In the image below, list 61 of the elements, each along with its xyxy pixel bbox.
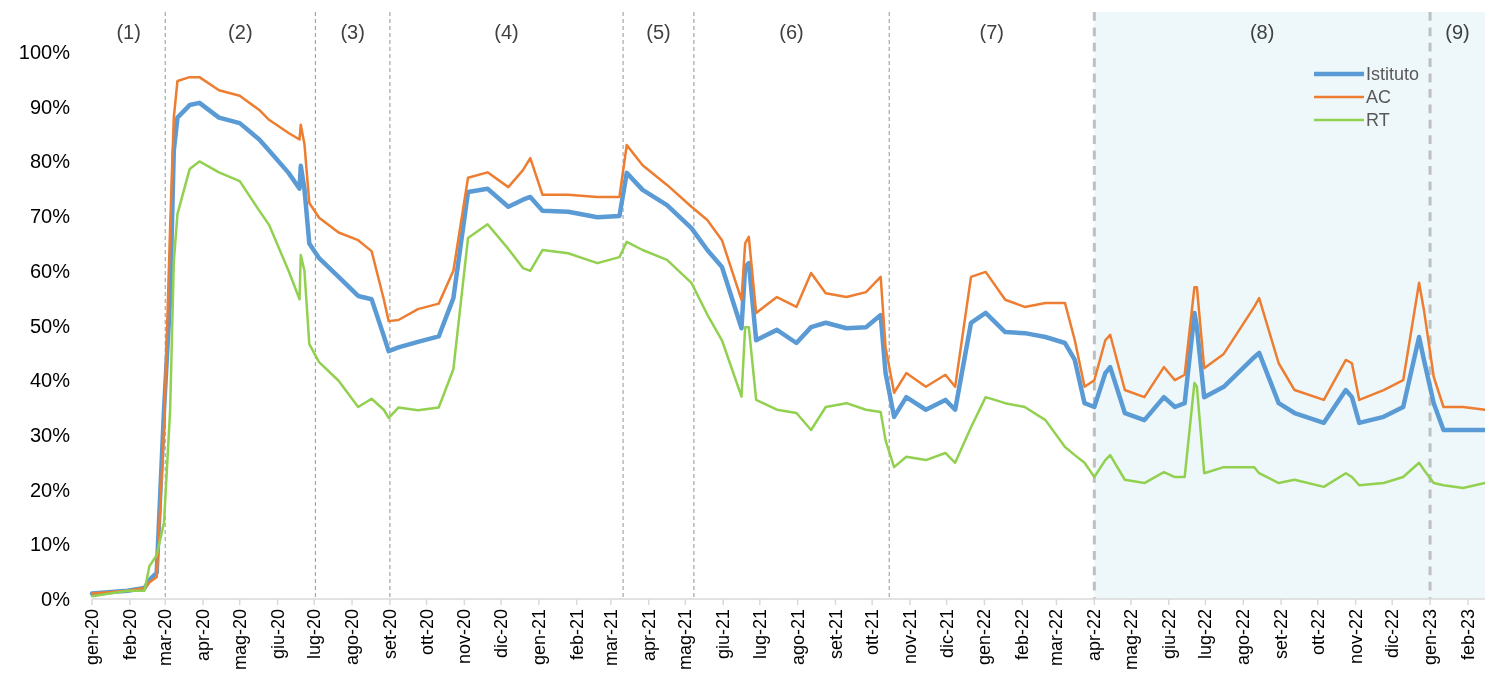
x-tick-label: ago-22 — [1233, 609, 1254, 666]
x-tick-label: set-20 — [379, 609, 400, 660]
x-tick-label: mar-22 — [1046, 609, 1067, 667]
text: (2) — [228, 21, 253, 43]
y-tick-label: 60% — [29, 259, 71, 282]
x-tick-label: apr-21 — [638, 609, 659, 662]
y-tick-label: 30% — [29, 423, 71, 446]
x-tick-label: ago-20 — [342, 609, 363, 666]
y-tick-label: 70% — [29, 205, 71, 228]
y-tick-label: 40% — [29, 369, 71, 392]
x-tick-label: ott-20 — [416, 609, 437, 656]
x-tick-label: nov-21 — [899, 609, 920, 665]
y-tick-label: 20% — [29, 478, 71, 501]
legend-label: AC — [1366, 87, 1392, 107]
x-tick-label: mar-20 — [155, 609, 176, 667]
x-tick-label: mag-20 — [229, 609, 250, 671]
text: (1) — [116, 21, 141, 43]
y-tick-label: 0% — [41, 588, 71, 610]
x-tick-label: feb-23 — [1457, 609, 1478, 661]
x-tick-label: feb-20 — [119, 609, 140, 661]
x-tick-label: gen-20 — [82, 609, 102, 666]
y-tick-label: 10% — [29, 533, 71, 556]
x-tick-label: feb-22 — [1012, 609, 1033, 661]
x-tick-label: giu-21 — [713, 609, 734, 660]
x-tick-label: mag-21 — [675, 609, 696, 671]
x-tick-label: ago-21 — [787, 609, 808, 666]
x-tick-label: mag-22 — [1120, 609, 1141, 671]
x-tick-label: lug-21 — [749, 609, 770, 660]
x-tick-label: dic-20 — [490, 609, 511, 659]
x-tick-label: dic-21 — [936, 609, 957, 659]
x-tick-label: gen-22 — [974, 609, 995, 666]
x-tick-label: nov-20 — [454, 609, 475, 665]
y-tick-label: 80% — [29, 150, 71, 173]
x-tick-label: apr-20 — [193, 609, 214, 662]
x-tick-label: gen-23 — [1420, 609, 1441, 666]
text: (4) — [494, 21, 519, 43]
x-tick-label: lug-20 — [304, 609, 325, 660]
text: (7) — [979, 21, 1004, 43]
text: (6) — [779, 21, 804, 43]
x-tick-label: mar-21 — [600, 609, 621, 667]
legend-label: RT — [1366, 110, 1390, 130]
y-tick-label: 90% — [29, 95, 71, 118]
x-tick-label: apr-22 — [1084, 609, 1105, 662]
x-tick-label: gen-21 — [528, 609, 549, 666]
x-tick-label: ott-21 — [862, 609, 883, 656]
text: (5) — [646, 21, 671, 43]
x-tick-label: feb-21 — [566, 609, 587, 661]
y-tick-label: 50% — [29, 314, 71, 337]
x-tick-label: lug-22 — [1195, 609, 1216, 660]
legend-label: Istituto — [1366, 64, 1420, 84]
x-tick-label: nov-22 — [1345, 609, 1366, 665]
x-tick-label: giu-22 — [1158, 609, 1179, 660]
x-tick-label: set-22 — [1271, 609, 1292, 660]
text: (8) — [1249, 21, 1275, 43]
text: (9) — [1445, 21, 1470, 43]
x-tick-label: set-21 — [825, 609, 846, 660]
x-tick-label: giu-20 — [267, 609, 288, 660]
text: (3) — [340, 21, 365, 43]
y-tick-label: 100% — [18, 41, 71, 63]
x-tick-label: dic-22 — [1382, 609, 1403, 659]
x-tick-label: ott-22 — [1307, 609, 1328, 656]
